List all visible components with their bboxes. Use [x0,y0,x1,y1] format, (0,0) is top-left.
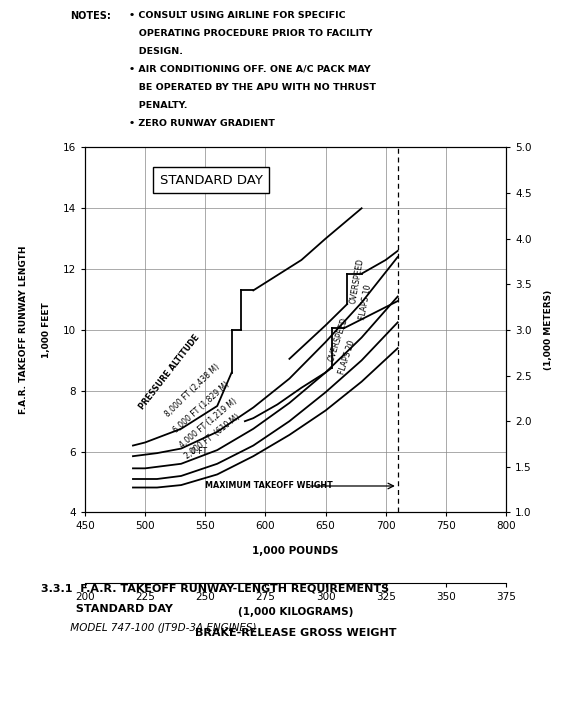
Text: 3.3.1  F.A.R. TAKEOFF RUNWAY-LENGTH REQUIREMENTS: 3.3.1 F.A.R. TAKEOFF RUNWAY-LENGTH REQUI… [41,583,389,593]
Text: MAXIMUM TAKEOFF WEIGHT: MAXIMUM TAKEOFF WEIGHT [205,482,333,491]
Text: PRESSURE ALTITUDE: PRESSURE ALTITUDE [137,333,201,411]
Text: 4,000 FT (1,219 M): 4,000 FT (1,219 M) [177,396,239,449]
Text: OPERATING PROCEDURE PRIOR TO FACILITY: OPERATING PROCEDURE PRIOR TO FACILITY [129,29,372,38]
Text: 6,000 FT (1,829 M): 6,000 FT (1,829 M) [171,380,231,435]
Text: • CONSULT USING AIRLINE FOR SPECIFIC: • CONSULT USING AIRLINE FOR SPECIFIC [129,11,345,20]
Text: F.A.R. TAKEOFF RUNWAY LENGTH: F.A.R. TAKEOFF RUNWAY LENGTH [19,246,28,414]
Text: FLAPS 10: FLAPS 10 [357,284,373,321]
Text: BRAKE-RELEASE GROSS WEIGHT: BRAKE-RELEASE GROSS WEIGHT [195,628,396,638]
Text: MODEL 747-100 (JT9D-3A ENGINES): MODEL 747-100 (JT9D-3A ENGINES) [41,623,256,633]
Text: PENALTY.: PENALTY. [129,100,187,110]
Text: FLAPS 20: FLAPS 20 [338,339,357,376]
Text: • AIR CONDITIONING OFF. ONE A/C PACK MAY: • AIR CONDITIONING OFF. ONE A/C PACK MAY [129,65,370,74]
Text: 1,000 POUNDS: 1,000 POUNDS [252,546,339,556]
Text: 0 FT: 0 FT [191,446,207,456]
Text: NOTES:: NOTES: [70,11,111,20]
Text: DESIGN.: DESIGN. [129,46,183,55]
Text: (1,000 KILOGRAMS): (1,000 KILOGRAMS) [238,607,353,617]
Text: (1,000 METERS): (1,000 METERS) [543,290,553,370]
Text: OVERSPEED: OVERSPEED [349,258,365,305]
Text: STANDARD DAY: STANDARD DAY [41,604,173,614]
Text: 2,000 FT  (610 M): 2,000 FT (610 M) [184,413,242,461]
Text: OVERSPEED: OVERSPEED [328,316,350,362]
Text: 1,000 FEET: 1,000 FEET [42,302,51,358]
Text: • ZERO RUNWAY GRADIENT: • ZERO RUNWAY GRADIENT [129,119,274,128]
Text: 8,000 FT (2,438 M): 8,000 FT (2,438 M) [163,362,221,419]
Text: BE OPERATED BY THE APU WITH NO THRUST: BE OPERATED BY THE APU WITH NO THRUST [129,83,376,92]
Text: STANDARD DAY: STANDARD DAY [160,174,263,187]
